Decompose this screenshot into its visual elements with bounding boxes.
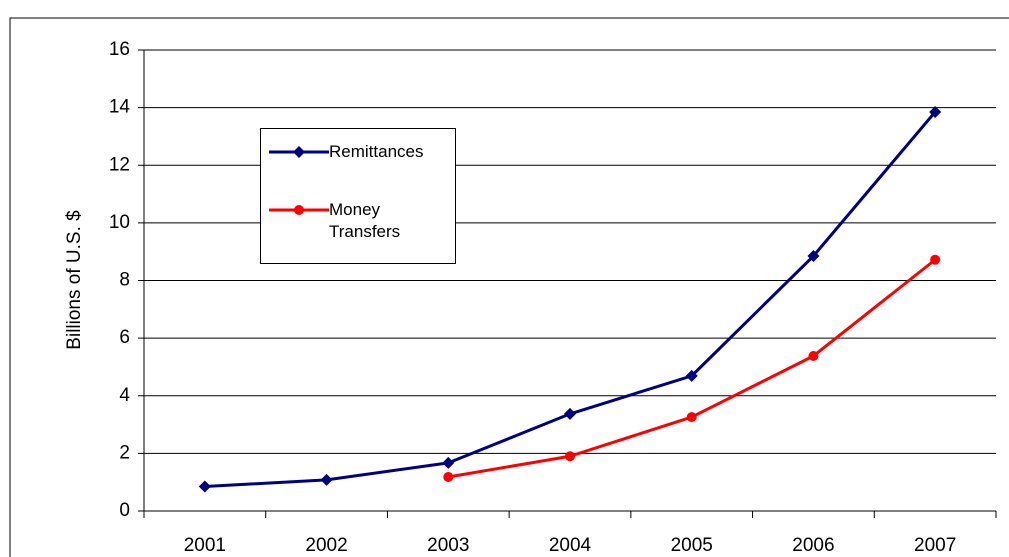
x-tick-label: 2002	[305, 535, 347, 556]
marker	[807, 250, 820, 263]
legend: Remittances Money Transfers	[260, 128, 456, 264]
legend-swatch	[269, 205, 329, 215]
x-tick-label: 2001	[184, 535, 226, 556]
y-tick-label: 8	[119, 270, 130, 291]
marker	[685, 369, 698, 382]
x-tick-label: 2003	[427, 535, 469, 556]
marker	[564, 407, 576, 420]
marker	[443, 472, 454, 483]
y-tick-label: 4	[119, 385, 130, 406]
legend-label: Remittances	[329, 142, 424, 161]
y-tick-label: 12	[109, 154, 130, 175]
x-tick-label: 2006	[792, 535, 834, 556]
marker	[320, 473, 333, 486]
legend-label: Money Transfers	[329, 200, 401, 241]
y-axis-label: Billions of U.S. $	[64, 210, 85, 350]
marker	[929, 105, 942, 118]
marker	[808, 350, 819, 361]
y-tick-label: 16	[109, 39, 130, 60]
legend-swatch	[269, 146, 329, 158]
y-tick-label: 2	[119, 442, 130, 463]
x-tick-label: 2007	[914, 535, 956, 556]
chart-frame	[9, 17, 1009, 557]
marker	[198, 480, 211, 493]
x-tick-label: 2004	[549, 535, 592, 556]
marker	[442, 456, 455, 469]
x-tick-label: 2005	[671, 535, 713, 556]
line	[448, 258, 937, 479]
marker	[930, 254, 941, 265]
y-tick-label: 6	[119, 327, 130, 348]
y-tick-label: 14	[109, 97, 131, 118]
marker	[686, 412, 697, 423]
marker	[294, 205, 304, 215]
marker	[293, 146, 305, 158]
marker	[565, 451, 575, 462]
y-tick-label: 10	[109, 212, 130, 233]
legend-entry: Money Transfers	[269, 199, 434, 243]
legend-entry: Remittances	[269, 141, 434, 163]
y-tick-label: 0	[119, 500, 130, 521]
